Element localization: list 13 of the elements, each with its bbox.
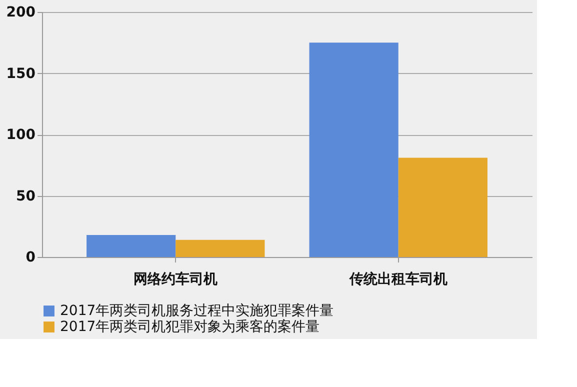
legend-label: 2017年两类司机犯罪对象为乘客的案件量 xyxy=(60,318,320,335)
bar xyxy=(86,234,176,257)
y-tick-label: 100 xyxy=(6,127,36,143)
x-tick-label: 网络约车司机 xyxy=(134,270,218,288)
y-tick-label: 200 xyxy=(6,4,36,20)
bar xyxy=(176,240,265,257)
x-tick-label: 传统出租车司机 xyxy=(348,270,448,288)
y-tick-label: 150 xyxy=(6,66,36,82)
bar xyxy=(309,42,398,257)
bar xyxy=(398,158,488,257)
y-tick-label: 50 xyxy=(16,188,36,204)
legend-label: 2017年两类司机服务过程中实施犯罪案件量 xyxy=(60,302,334,319)
y-tick-label: 0 xyxy=(26,250,36,266)
